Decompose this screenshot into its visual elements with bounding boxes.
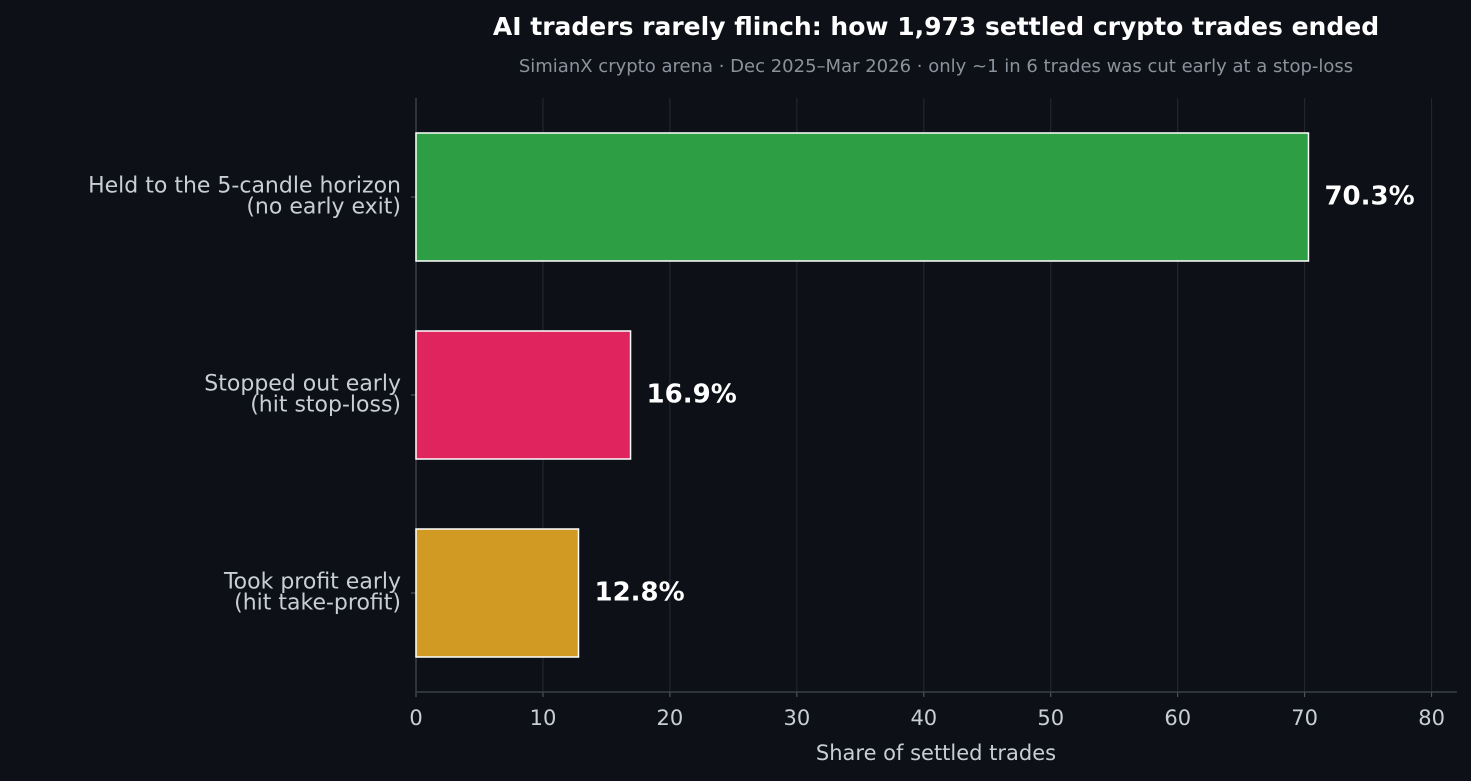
x-tick-label: 50 <box>1037 706 1064 730</box>
y-tick-label: Took profit early (hit take-profit) <box>223 570 401 616</box>
bar <box>415 132 1310 262</box>
x-tick-label: 10 <box>530 706 557 730</box>
x-tick-label: 0 <box>409 706 422 730</box>
x-tick-label: 40 <box>910 706 937 730</box>
chart-subtitle: SimianX crypto arena · Dec 2025–Mar 2026… <box>519 56 1353 77</box>
x-tick-label: 80 <box>1418 706 1445 730</box>
chart-title: AI traders rarely flinch: how 1,973 sett… <box>493 12 1379 41</box>
value-label: 70.3% <box>1324 182 1414 212</box>
x-axis-label: Share of settled trades <box>816 741 1056 765</box>
x-tick-label: 60 <box>1164 706 1191 730</box>
value-label: 12.8% <box>594 578 684 608</box>
bar <box>415 330 632 460</box>
bar <box>415 528 580 658</box>
x-tick-label: 20 <box>657 706 684 730</box>
y-tick-label: Held to the 5-candle horizon (no early ex… <box>88 174 401 220</box>
x-tick-label: 30 <box>783 706 810 730</box>
y-tick-label: Stopped out early (hit stop-loss) <box>204 372 401 418</box>
value-label: 16.9% <box>647 380 737 410</box>
x-tick-label: 70 <box>1291 706 1318 730</box>
